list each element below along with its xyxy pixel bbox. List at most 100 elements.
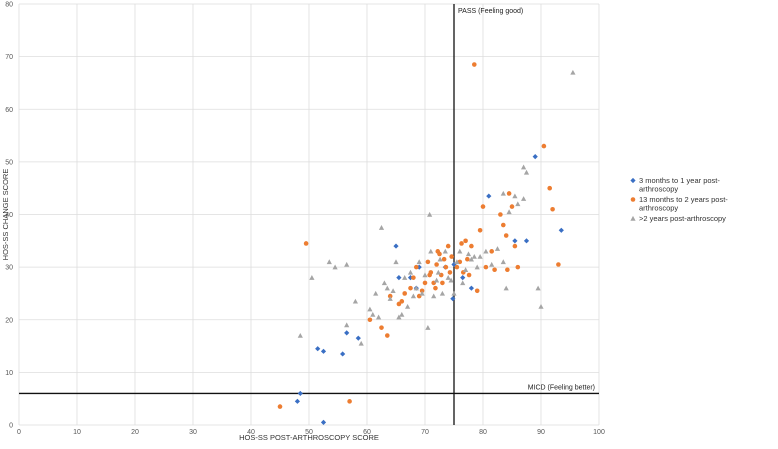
data-point-series-2	[541, 143, 547, 149]
data-point-series-3	[344, 261, 350, 267]
data-point-series-3	[390, 288, 396, 294]
data-point-series-3	[468, 256, 474, 262]
data-point-series-3	[435, 269, 441, 275]
data-point-series-3	[396, 314, 402, 320]
data-point-series-2	[411, 275, 416, 280]
legend-marker-series-3	[630, 215, 636, 221]
data-point-series-2	[515, 264, 521, 270]
data-point-series-3	[512, 193, 518, 199]
y-axis-title: HOS-SS CHANGE SCORE	[1, 169, 10, 261]
x-tick-label: 50	[305, 429, 313, 436]
data-point-series-3	[434, 277, 440, 283]
data-point-series-2	[367, 317, 373, 323]
data-point-series-2	[419, 288, 425, 294]
data-point-series-2	[483, 264, 489, 270]
data-point-series-2	[440, 280, 445, 286]
data-point-series-2	[437, 251, 442, 257]
data-point-series-1	[320, 348, 327, 354]
data-point-series-2	[445, 243, 451, 249]
pass-reference-label: PASS (Feeling good)	[458, 8, 523, 15]
data-point-series-3	[407, 269, 414, 275]
data-point-series-3	[442, 248, 448, 254]
data-point-series-3	[494, 246, 501, 251]
data-point-series-2	[441, 256, 447, 262]
data-point-series-1	[468, 285, 474, 291]
x-tick-label: 90	[537, 429, 545, 436]
data-point-series-1	[532, 154, 538, 160]
data-point-series-3	[471, 254, 477, 259]
x-axis-title: HOS-SS POST-ARTHROSCOPY SCORE	[239, 433, 379, 442]
axes: 0 10 20 30 40 50 60 70 80 90 100 0 10 20 30 40 50 60 70 80	[5, 2, 605, 437]
data-point-series-3	[431, 293, 437, 299]
data-point-series-2	[379, 325, 384, 330]
data-point-series-3	[416, 259, 422, 265]
data-point-series-3	[454, 259, 460, 265]
data-point-series-2	[474, 288, 480, 294]
legend-label-series-2: 13 months to 2 years post-	[639, 195, 728, 204]
data-point-series-3	[332, 264, 338, 270]
data-point-series-2	[408, 285, 413, 291]
data-point-series-2	[480, 204, 486, 209]
y-tick-label: 70	[5, 54, 13, 61]
data-point-series-3	[410, 293, 416, 299]
data-point-series-3	[326, 259, 332, 265]
data-point-series-2	[465, 256, 470, 262]
data-point-series-1	[512, 238, 518, 244]
data-point-series-2	[449, 254, 454, 259]
data-point-series-2	[477, 227, 483, 233]
data-point-series-2	[428, 270, 434, 275]
data-point-series-2	[469, 243, 474, 249]
data-point-series-3	[437, 256, 443, 262]
x-tick-label: 100	[593, 429, 605, 436]
data-point-series-3	[503, 285, 509, 291]
data-point-series-2	[506, 191, 512, 196]
x-tick-label: 40	[247, 429, 255, 436]
data-point-series-3	[521, 196, 527, 201]
data-point-series-1	[450, 296, 456, 302]
data-point-series-1	[320, 419, 327, 425]
data-point-series-1	[523, 238, 530, 244]
data-point-series-3	[387, 296, 393, 301]
data-point-series-3	[445, 275, 451, 280]
data-point-series-1	[355, 335, 361, 341]
y-tick-label: 40	[5, 212, 13, 219]
y-tick-label: 50	[5, 159, 13, 166]
data-point-series-3	[358, 340, 364, 346]
data-point-series-3	[381, 280, 387, 286]
data-point-series-2	[503, 233, 509, 238]
data-point-series-1	[294, 398, 300, 404]
y-tick-label: 80	[5, 2, 13, 9]
data-point-series-3	[538, 303, 544, 309]
data-point-series-2	[402, 291, 408, 296]
data-point-series-1	[297, 390, 303, 397]
data-point-series-3	[463, 267, 469, 272]
data-point-series-2	[447, 270, 453, 275]
data-point-series-2	[425, 259, 431, 265]
micd-reference-label: MICD (Feeling better)	[528, 384, 595, 391]
data-point-series-2	[454, 264, 460, 270]
data-point-series-2	[347, 399, 352, 404]
data-point-series-3	[515, 201, 521, 207]
data-point-series-2	[509, 204, 515, 209]
data-point-series-1	[344, 330, 350, 336]
data-point-series-3	[448, 277, 454, 283]
data-point-series-3	[439, 290, 445, 296]
data-point-series-2	[498, 212, 503, 217]
x-tick-label: 0	[17, 429, 21, 436]
data-point-series-2	[443, 264, 449, 270]
legend-label-series-2: arthroscopy	[639, 204, 678, 213]
data-point-series-2	[433, 285, 438, 291]
data-point-series-3	[419, 290, 425, 296]
data-point-series-3	[535, 285, 541, 291]
data-point-series-2	[399, 299, 405, 304]
data-point-series-2	[505, 267, 510, 273]
data-point-series-3	[489, 261, 495, 267]
data-point-series-2	[512, 243, 518, 249]
data-point-series-3	[402, 275, 408, 280]
data-point-series-3	[483, 248, 489, 254]
data-point-series-2	[550, 206, 555, 212]
data-point-series-3	[523, 169, 530, 175]
data-point-series-3	[506, 209, 512, 215]
